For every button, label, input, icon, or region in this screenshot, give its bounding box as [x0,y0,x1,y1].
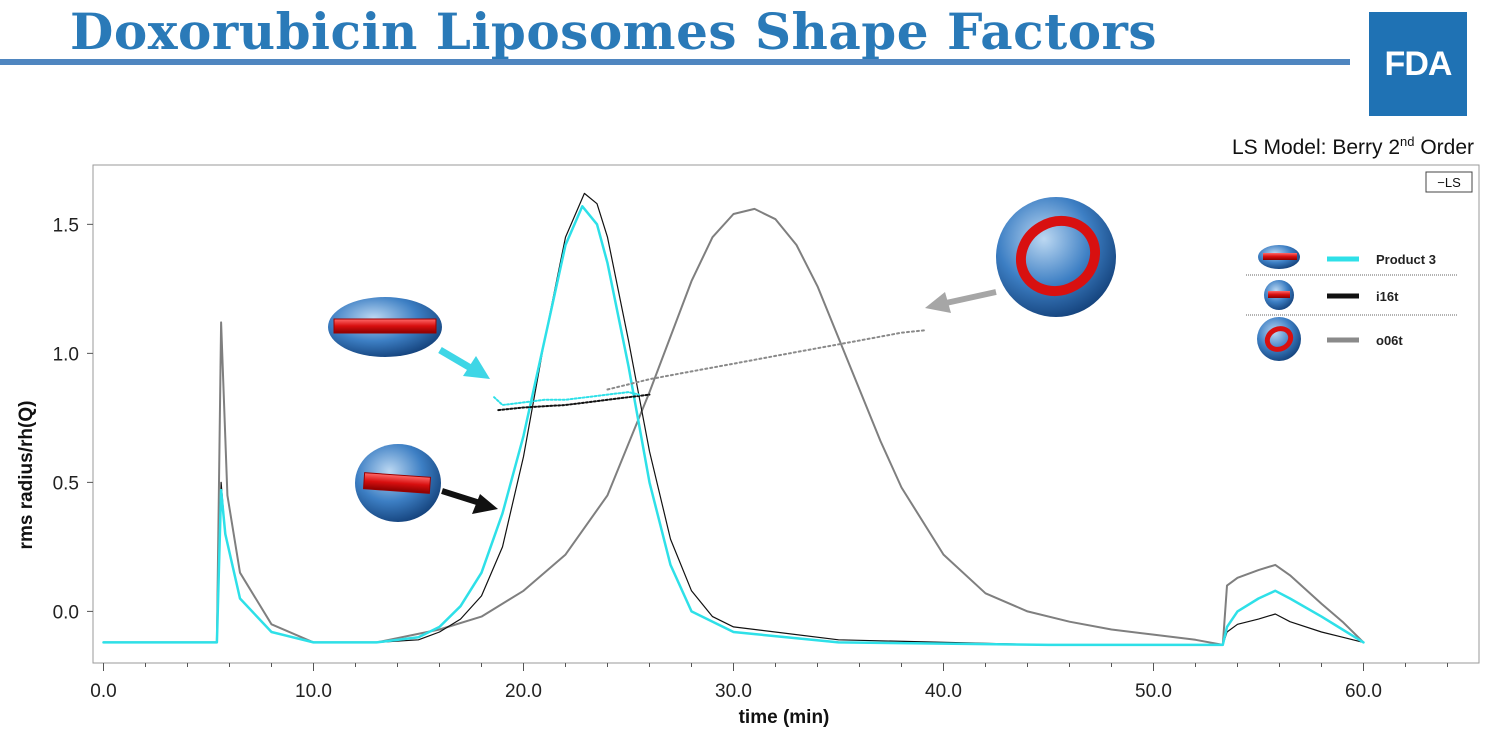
small-rod-liposome-icon [1264,280,1294,310]
legend-item-o06t: o06t [1257,317,1403,361]
y-tick-label: 0.5 [53,473,79,494]
legend: Product 3 i16t o06t [1246,245,1458,361]
signal-line-product-3 [102,205,1365,647]
legend-item-product-3: Product 3 [1258,245,1436,269]
cyan-arrow [438,346,490,379]
page-title: Doxorubicin Liposomes Shape Factors [70,2,1158,61]
ls-badge: −LS [1437,175,1461,190]
rod-liposome-illustration [328,297,442,357]
small-rod-liposome-illustration [355,444,441,522]
x-tick-label: 30.0 [715,681,752,702]
ls-model-suffix: Order [1414,136,1474,159]
chart-series [102,192,1365,647]
plot-frame [92,164,1480,664]
x-tick-label: 60.0 [1345,681,1382,702]
ls-badge-box [1425,171,1473,193]
fda-logo: FDA [1369,12,1467,116]
x-tick-label: 10.0 [295,681,332,702]
y-axis-title: rms radius/rh(Q) [16,401,37,550]
y-tick-label: 1.0 [53,344,79,365]
radius-line-product-3 [493,391,640,406]
chart: 0.0 0.5 1.0 1.5 0.0 10.0 20.0 30.0 40.0 50.0 60.0… [16,164,1480,728]
ls-model-label: LS Model: Berry 2nd Order [1232,134,1474,160]
legend-label-o06t: o06t [1376,333,1403,348]
y-tick-label: 0.0 [53,602,79,623]
x-axis: 0.0 10.0 20.0 30.0 40.0 50.0 60.0 [90,663,1448,702]
gray-arrow [925,289,997,313]
rod-liposome-icon [1258,245,1300,269]
radius-line-o06t [606,329,928,391]
y-axis: 0.0 0.5 1.0 1.5 [53,215,93,623]
ls-model-prefix: LS Model: Berry 2 [1231,136,1401,159]
x-tick-label: 20.0 [505,681,542,702]
ls-model-sup: nd [1400,134,1415,149]
ring-liposome-icon [1257,317,1301,361]
x-tick-label: 50.0 [1135,681,1172,702]
legend-label-i16t: i16t [1376,289,1399,304]
ring-liposome-illustration [996,197,1116,317]
black-arrow [441,488,498,514]
x-tick-label: 40.0 [925,681,962,702]
x-axis-title: time (min) [739,707,830,728]
y-tick-label: 1.5 [53,215,79,236]
title-underline [0,59,1350,65]
radius-line-i16t [497,393,651,412]
x-tick-label: 0.0 [90,681,116,702]
legend-label-product-3: Product 3 [1376,252,1436,267]
legend-item-i16t: i16t [1264,280,1399,310]
